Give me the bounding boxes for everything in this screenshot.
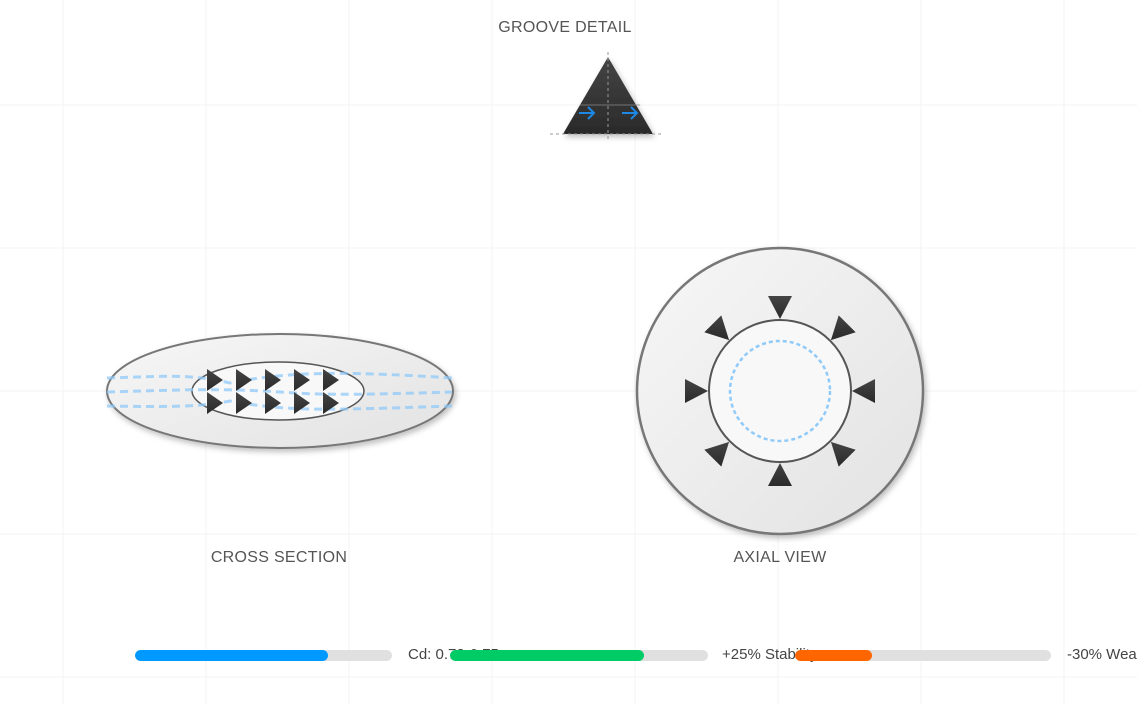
cross-section-diagram [106,333,454,449]
metric-drag-bar [135,650,392,661]
metric-stability-label: +25% Stability [722,646,818,663]
flow-lines [106,371,453,411]
metric-drag-fill [135,650,328,661]
groove-triangle [207,369,223,391]
groove-triangle [265,392,281,414]
groove-triangle [704,315,730,341]
groove-triangle [294,392,310,414]
metric-stability-fill [450,650,644,661]
groove-triangle [704,441,730,467]
groove-triangle [768,296,792,319]
metric-wear-fill [795,650,872,661]
cross-section-title: CROSS SECTION [210,549,348,566]
metric-wear-label: -30% Wear [1067,646,1137,663]
axial-view-title: AXIAL VIEW [733,549,827,566]
groove-triangle [685,379,708,403]
groove-triangle [265,369,281,391]
groove-triangle [768,463,792,486]
groove-triangle [830,441,856,467]
groove-triangle [236,369,252,391]
groove-triangle [830,315,856,341]
groove-triangle [323,392,339,414]
groove-triangle [294,369,310,391]
groove-triangle [236,392,252,414]
groove-triangle [852,379,875,403]
groove-detail-triangle [550,52,664,140]
groove-detail-title: GROOVE DETAIL [498,19,632,36]
groove-triangle [207,392,223,414]
metric-stability-bar [450,650,708,661]
groove-triangle [323,369,339,391]
axial-view-diagram [635,246,925,536]
flow-arrow-icon [579,106,639,120]
metric-wear-bar [795,650,1051,661]
